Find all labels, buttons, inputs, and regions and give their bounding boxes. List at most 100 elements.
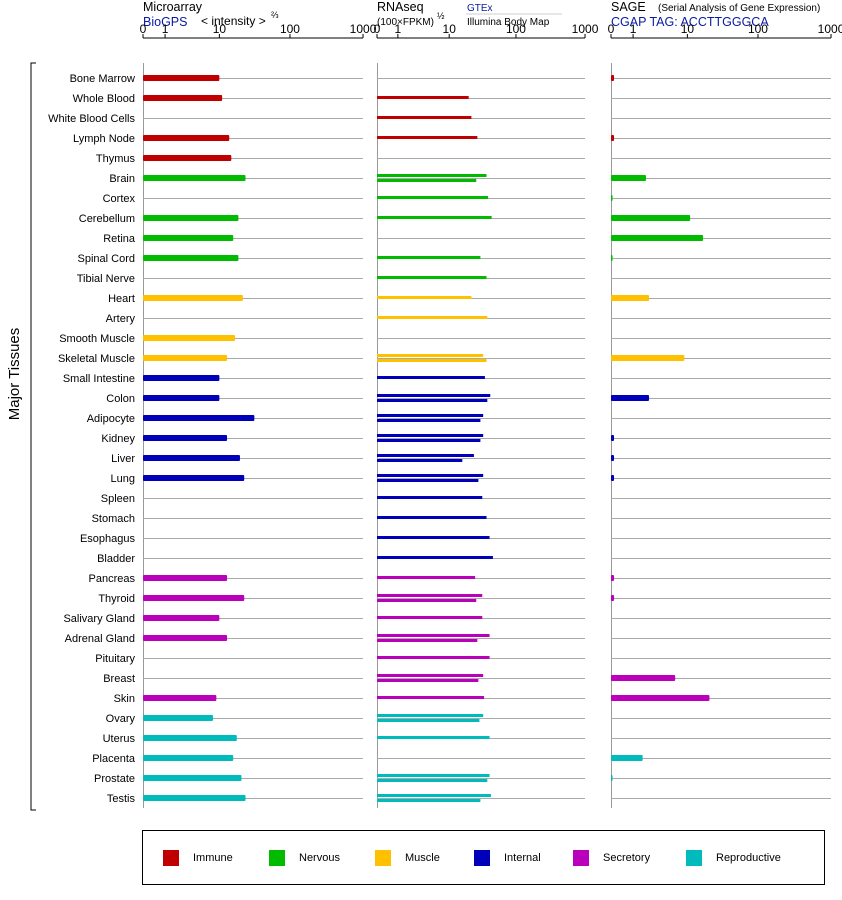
microarray-bar-thymus [143, 155, 232, 161]
microarray-bar-liver [143, 455, 240, 461]
rnaseq-unit-exponent: ½ [437, 11, 445, 21]
tissue-label-spleen: Spleen [101, 493, 135, 505]
microarray-bar-salivary-gland [143, 615, 220, 621]
rnaseq-ibm-label: Illumina Body Map [467, 17, 550, 28]
sage-tick-label-100: 100 [748, 22, 768, 36]
sage-bar-thyroid [611, 595, 615, 601]
rnaseq-gtex-bar-breast [377, 674, 484, 677]
rnaseq-gtex-bar-spleen [377, 496, 483, 499]
microarray-bar-placenta [143, 755, 234, 761]
microarray-bar-smooth-muscle [143, 335, 236, 341]
rnaseq-tick-label-1000: 1000 [572, 22, 599, 36]
sage-bar-cerebellum [611, 215, 691, 221]
tissue-label-stomach: Stomach [92, 513, 135, 525]
rnaseq-gtex-bar-stomach [377, 516, 487, 519]
sage-bar-skeletal-muscle [611, 355, 685, 361]
tissue-label-small-intestine: Small Intestine [63, 373, 135, 385]
rnaseq-ibm-bar-kidney [377, 439, 481, 442]
rnaseq-title: RNAseq [377, 0, 424, 14]
tissue-label-cerebellum: Cerebellum [79, 213, 135, 225]
rnaseq-gtex-bar-spinal-cord [377, 256, 481, 259]
rnaseq-gtex-bar-thyroid [377, 594, 483, 597]
rnaseq-ibm-bar-thyroid [377, 599, 477, 602]
legend-item-reproductive: Reproductive [686, 850, 781, 866]
legend-swatch-reproductive [686, 850, 702, 866]
microarray-title: Microarray [143, 0, 203, 14]
tissue-label-uterus: Uterus [103, 733, 136, 745]
tissue-label-colon: Colon [106, 393, 135, 405]
legend-label-nervous: Nervous [299, 852, 340, 864]
tissue-label-adipocyte: Adipocyte [87, 413, 135, 425]
rnaseq-ibm-bar-skeletal-muscle [377, 359, 487, 362]
sage-bar-heart [611, 295, 650, 301]
tissue-label-white-blood-cells: White Blood Cells [48, 113, 135, 125]
rnaseq-panel: 0 1 10 100 1000 [374, 22, 599, 808]
rnaseq-gtex-bar-brain [377, 174, 487, 177]
tissue-label-prostate: Prostate [94, 773, 135, 785]
rnaseq-gtex-bar-skin [377, 696, 485, 699]
rnaseq-gtex-bar-prostate [377, 774, 490, 777]
microarray-bar-heart [143, 295, 243, 301]
tissue-label-testis: Testis [107, 793, 136, 805]
microarray-bar-small-intestine [143, 375, 220, 381]
tissue-bracket [30, 62, 36, 811]
legend-swatch-secretory [573, 850, 589, 866]
rnaseq-header: RNAseq (100×FPKM) ½ GTEx Illumina Body M… [377, 0, 562, 28]
sage-bar-prostate [611, 775, 613, 781]
microarray-bar-colon [143, 395, 220, 401]
tissue-label-skeletal-muscle: Skeletal Muscle [58, 353, 135, 365]
microarray-bar-cerebellum [143, 215, 239, 221]
sage-bar-lung [611, 475, 615, 481]
sage-bar-skin [611, 695, 710, 701]
sage-tick-label-10: 10 [681, 22, 695, 36]
microarray-bar-adrenal-gland [143, 635, 228, 641]
tissue-label-lung: Lung [111, 473, 135, 485]
rnaseq-ibm-bar-adrenal-gland [377, 639, 478, 642]
category-legend: Immune Nervous Muscle Internal Secretory… [142, 830, 825, 885]
legend-label-muscle: Muscle [405, 852, 440, 864]
legend-swatch-nervous [269, 850, 285, 866]
microarray-tick-label-1: 1 [162, 22, 169, 36]
legend-item-secretory: Secretory [573, 850, 650, 866]
microarray-tick-label-1000: 1000 [350, 22, 377, 36]
sage-bar-spinal-cord [611, 255, 613, 261]
microarray-panel: 0 1 10 100 1000 [140, 22, 377, 808]
tissue-label-lymph-node: Lymph Node [73, 133, 135, 145]
legend-label-reproductive: Reproductive [716, 852, 781, 864]
tissue-label-cortex: Cortex [103, 193, 136, 205]
rnaseq-gtex-label: GTEx [467, 3, 493, 14]
rnaseq-tick-label-100: 100 [506, 22, 526, 36]
sage-bar-breast [611, 675, 676, 681]
microarray-header: Microarray BioGPS < intensity > ⅔ [143, 0, 279, 29]
legend-label-internal: Internal [504, 852, 541, 864]
tissue-label-heart: Heart [108, 293, 135, 305]
legend-item-muscle: Muscle [375, 850, 440, 866]
rnaseq-gtex-bar-adrenal-gland [377, 634, 490, 637]
microarray-subtitle: BioGPS [143, 15, 187, 29]
tissue-label-pancreas: Pancreas [89, 573, 136, 585]
tissue-label-retina: Retina [103, 233, 136, 245]
sage-panel: 0 1 10 100 1000 [608, 22, 842, 808]
rnaseq-gtex-bar-liver [377, 454, 474, 457]
microarray-bar-lymph-node [143, 135, 230, 141]
tissue-label-esophagus: Esophagus [80, 533, 136, 545]
microarray-tick-label-100: 100 [280, 22, 300, 36]
tissue-label-ovary: Ovary [106, 713, 136, 725]
rnaseq-gtex-bar-esophagus [377, 536, 490, 539]
sage-bar-retina [611, 235, 704, 241]
legend-swatch-immune [163, 850, 179, 866]
microarray-bar-testis [143, 795, 246, 801]
tissue-label-thymus: Thymus [96, 153, 136, 165]
rnaseq-gtex-bar-bladder [377, 556, 493, 559]
rnaseq-ibm-bar-lung [377, 479, 479, 482]
microarray-bar-lung [143, 475, 245, 481]
legend-item-internal: Internal [474, 850, 541, 866]
rnaseq-x-axis: 0 1 10 100 1000 [374, 22, 599, 39]
microarray-bar-skin [143, 695, 217, 701]
rnaseq-gtex-bar-white-blood-cells [377, 116, 472, 119]
sage-title: SAGE [611, 0, 646, 14]
sage-tick-label-1: 1 [630, 22, 637, 36]
rnaseq-gtex-bar-tibial-nerve [377, 276, 487, 279]
microarray-x-axis: 0 1 10 100 1000 [140, 22, 377, 39]
